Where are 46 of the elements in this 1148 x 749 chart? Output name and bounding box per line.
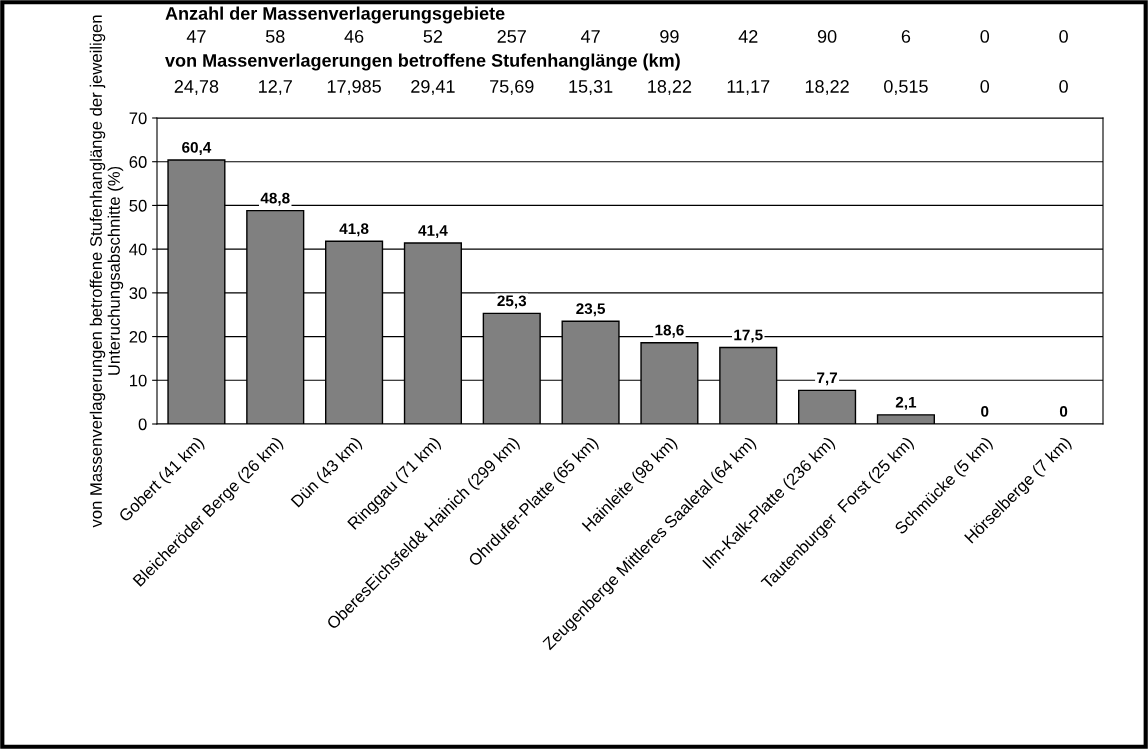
text: 15,31 [569, 80, 613, 95]
text: 42 [738, 30, 758, 43]
text: 47 [580, 30, 600, 43]
data-label: 41,4 [418, 225, 448, 239]
text: 75,69 [490, 80, 534, 95]
text: 18,22 [648, 80, 692, 95]
data-label: 2,1 [895, 396, 917, 410]
data-label: 17,5 [734, 329, 763, 343]
text: 47 [186, 30, 206, 43]
data-label: 7,7 [817, 372, 838, 386]
text: 0 [1059, 30, 1068, 43]
y-tick-label: 70 [129, 112, 147, 125]
data-label: 23,5 [576, 303, 606, 317]
y-tick-label: 60 [129, 156, 147, 168]
text: 46 [344, 30, 364, 43]
data-label: 18,6 [655, 324, 684, 338]
text: 24,78 [174, 80, 219, 95]
data-label: 60,4 [182, 141, 212, 155]
data-label: 25,3 [497, 295, 527, 309]
y-tick-label: 10 [130, 374, 147, 387]
text: 17,985 [327, 80, 381, 95]
text: Anzahl der Massenverlagerungsgebiete [165, 6, 505, 24]
text: 99 [660, 30, 679, 43]
data-label: 41,8 [339, 223, 369, 237]
text: 0 [980, 80, 990, 93]
data-label: 0 [1059, 405, 1068, 417]
y-tick-label: 20 [129, 330, 147, 343]
text: 52 [423, 30, 443, 43]
text: 257 [497, 30, 526, 43]
text: 0 [1059, 80, 1068, 93]
text: 11,17 [727, 80, 770, 95]
data-label: 48,8 [260, 192, 290, 206]
text: 12,7 [259, 80, 292, 95]
y-tick-label: 50 [129, 199, 147, 212]
text: 6 [901, 30, 911, 43]
text: 58 [265, 30, 285, 43]
text: 0,515 [884, 80, 928, 95]
text: 0 [980, 30, 990, 43]
y-tick-label: 40 [129, 243, 147, 256]
text: von Massenverlagerungen betroffene Stufenhanglänge (km) [165, 53, 680, 71]
text: 90 [817, 30, 837, 43]
y-tick-label: 30 [129, 287, 147, 300]
text: 29,41 [411, 80, 455, 95]
data-label: 0 [981, 405, 989, 417]
text: 18,22 [805, 80, 849, 95]
y-tick-label: 0 [138, 418, 147, 431]
